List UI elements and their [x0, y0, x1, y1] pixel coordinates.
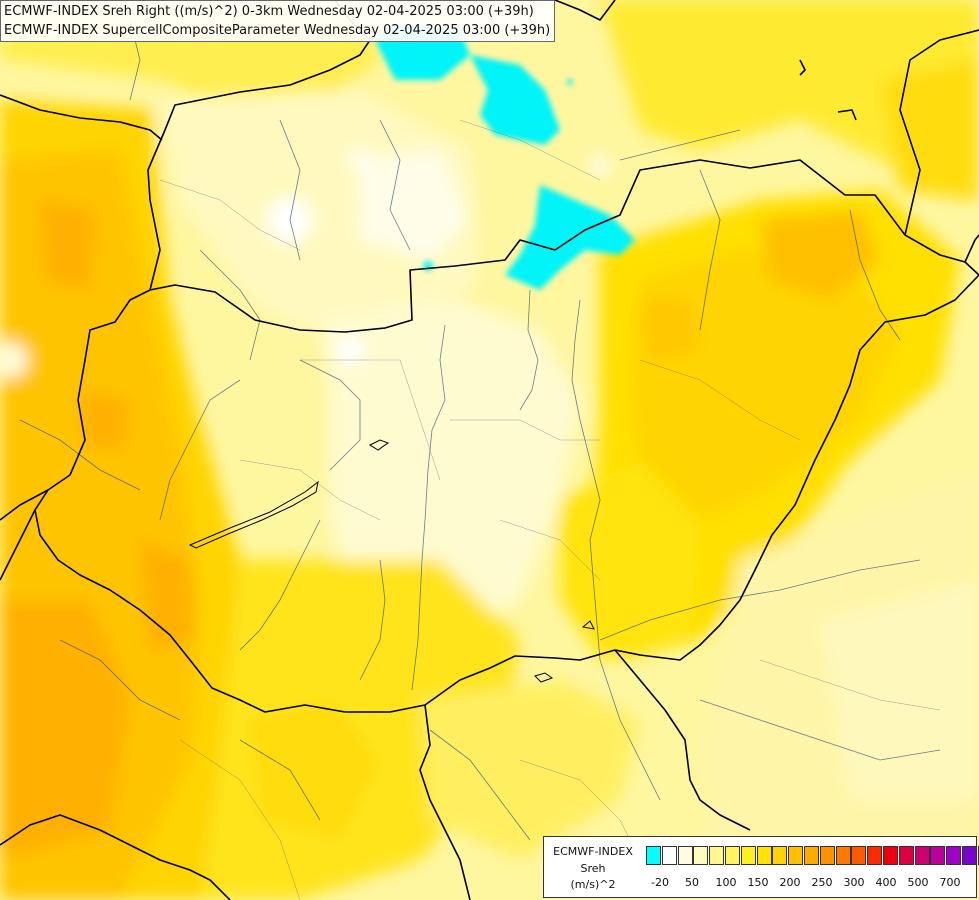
- legend-swatch: [693, 846, 708, 865]
- legend-swatch: [772, 846, 787, 865]
- legend-swatch: [709, 846, 724, 865]
- legend-swatch: [915, 846, 930, 865]
- title-line-1: ECMWF-INDEX Sreh Right ((m/s)^2) 0-3km W…: [4, 4, 534, 19]
- legend-swatch: [946, 846, 961, 865]
- legend-swatch: [662, 846, 677, 865]
- legend-swatch: [930, 846, 945, 865]
- legend-swatch: [788, 846, 803, 865]
- legend-tick-label: 500: [907, 876, 929, 889]
- legend-tick-label: 700: [939, 876, 961, 889]
- rivers: [19, 19, 941, 841]
- legend-swatch: [851, 846, 866, 865]
- legend-tick-label: 200: [779, 876, 801, 889]
- legend-tick-label: 400: [875, 876, 897, 889]
- legend-swatch: [867, 846, 882, 865]
- legend-swatch: [836, 846, 851, 865]
- legend-tick-label: -20: [651, 876, 669, 889]
- legend-tick-label: 150: [747, 876, 769, 889]
- lakes: [188, 439, 595, 683]
- legend-source: ECMWF-INDEX: [553, 845, 633, 858]
- legend-swatch: [820, 846, 835, 865]
- title-line-2: ECMWF-INDEX SupercellCompositeParameter …: [4, 23, 551, 38]
- legend-unit: (m/s)^2: [570, 878, 616, 891]
- admin-boundaries: [159, 119, 941, 900]
- legend-swatch: [741, 846, 756, 865]
- legend-swatch: [804, 846, 819, 865]
- legend-variable: Sreh: [580, 862, 606, 875]
- title-box: ECMWF-INDEX Sreh Right ((m/s)^2) 0-3km W…: [0, 0, 556, 42]
- legend-tick-label: 300: [843, 876, 865, 889]
- legend-tick-label: 250: [811, 876, 833, 889]
- legend-swatch: [883, 846, 898, 865]
- legend-swatch: [757, 846, 772, 865]
- legend-swatch: [725, 846, 740, 865]
- legend-tick-label: 50: [685, 876, 699, 889]
- legend-swatch: [646, 846, 661, 865]
- legend-swatch: [962, 846, 977, 865]
- legend-swatch: [678, 846, 693, 865]
- legend-tick-label: 100: [715, 876, 737, 889]
- color-legend: ECMWF-INDEX Sreh (m/s)^2 -20 50 100 150 200 2…: [543, 836, 979, 898]
- legend-swatch: [899, 846, 914, 865]
